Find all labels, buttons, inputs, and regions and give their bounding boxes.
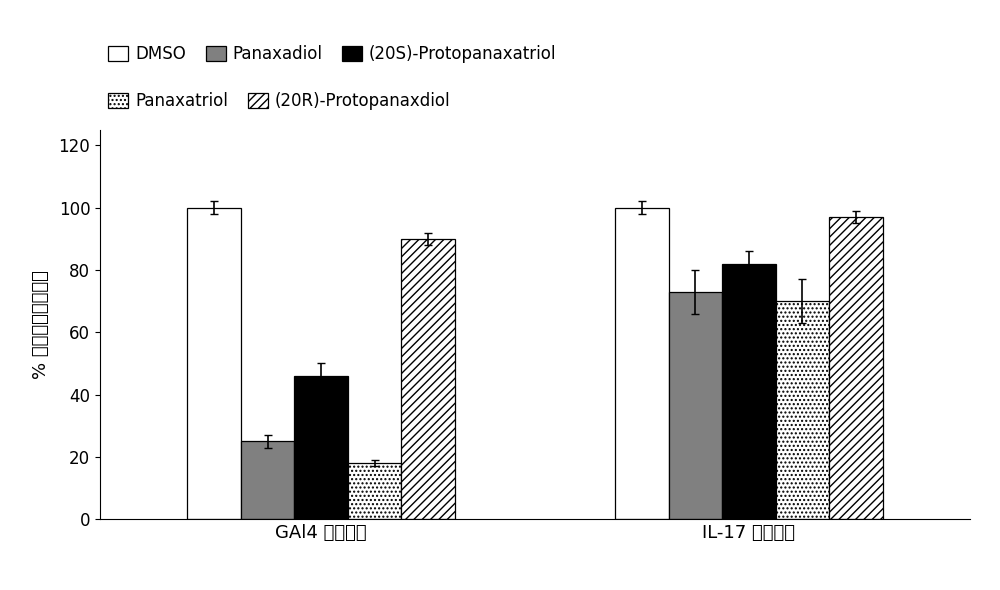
- Bar: [722, 264, 776, 519]
- Bar: [241, 441, 294, 519]
- Bar: [669, 292, 722, 519]
- Bar: [615, 208, 669, 519]
- Legend: Panaxatriol, (20R)-Protopanaxdiol: Panaxatriol, (20R)-Protopanaxdiol: [108, 92, 450, 110]
- Bar: [776, 301, 829, 519]
- Bar: [829, 217, 883, 519]
- Bar: [401, 239, 455, 519]
- Bar: [348, 463, 401, 519]
- Y-axis label: % 报告基因转录活性: % 报告基因转录活性: [32, 270, 50, 379]
- Bar: [294, 376, 348, 519]
- Bar: [187, 208, 241, 519]
